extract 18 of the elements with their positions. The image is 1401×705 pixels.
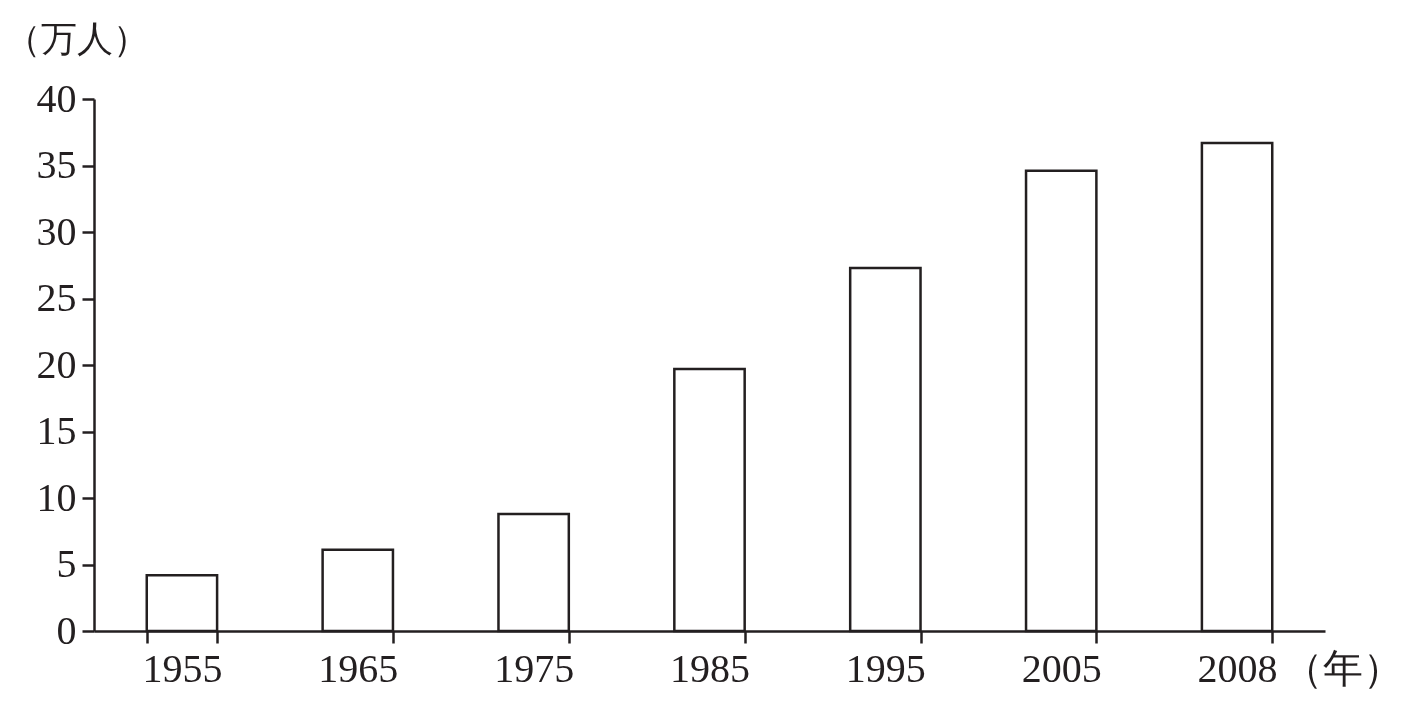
y-tick-label: 5	[56, 541, 77, 586]
y-tick-label: 10	[36, 474, 77, 520]
x-tick-label: 1955	[142, 645, 223, 691]
x-tick-label: 1985	[670, 645, 750, 691]
y-tick-label: 20	[36, 341, 77, 387]
y-axis-title: （万人）	[4, 18, 149, 59]
y-tick-label: 0	[56, 607, 77, 653]
y-tick-label: 35	[36, 142, 77, 187]
x-tick-label: 1965	[318, 645, 399, 691]
x-tick-label: 2008	[1197, 645, 1278, 691]
x-tick-label: 2005	[1021, 645, 1102, 691]
x-tick-label: 1975	[494, 645, 575, 691]
y-tick-label: 15	[36, 408, 77, 453]
y-tick-label: 40	[36, 75, 77, 121]
y-tick-label: 25	[36, 275, 77, 320]
x-axis-title: （年）	[1282, 645, 1401, 691]
x-tick-label: 1995	[845, 645, 926, 691]
y-tick-label: 30	[36, 208, 77, 254]
